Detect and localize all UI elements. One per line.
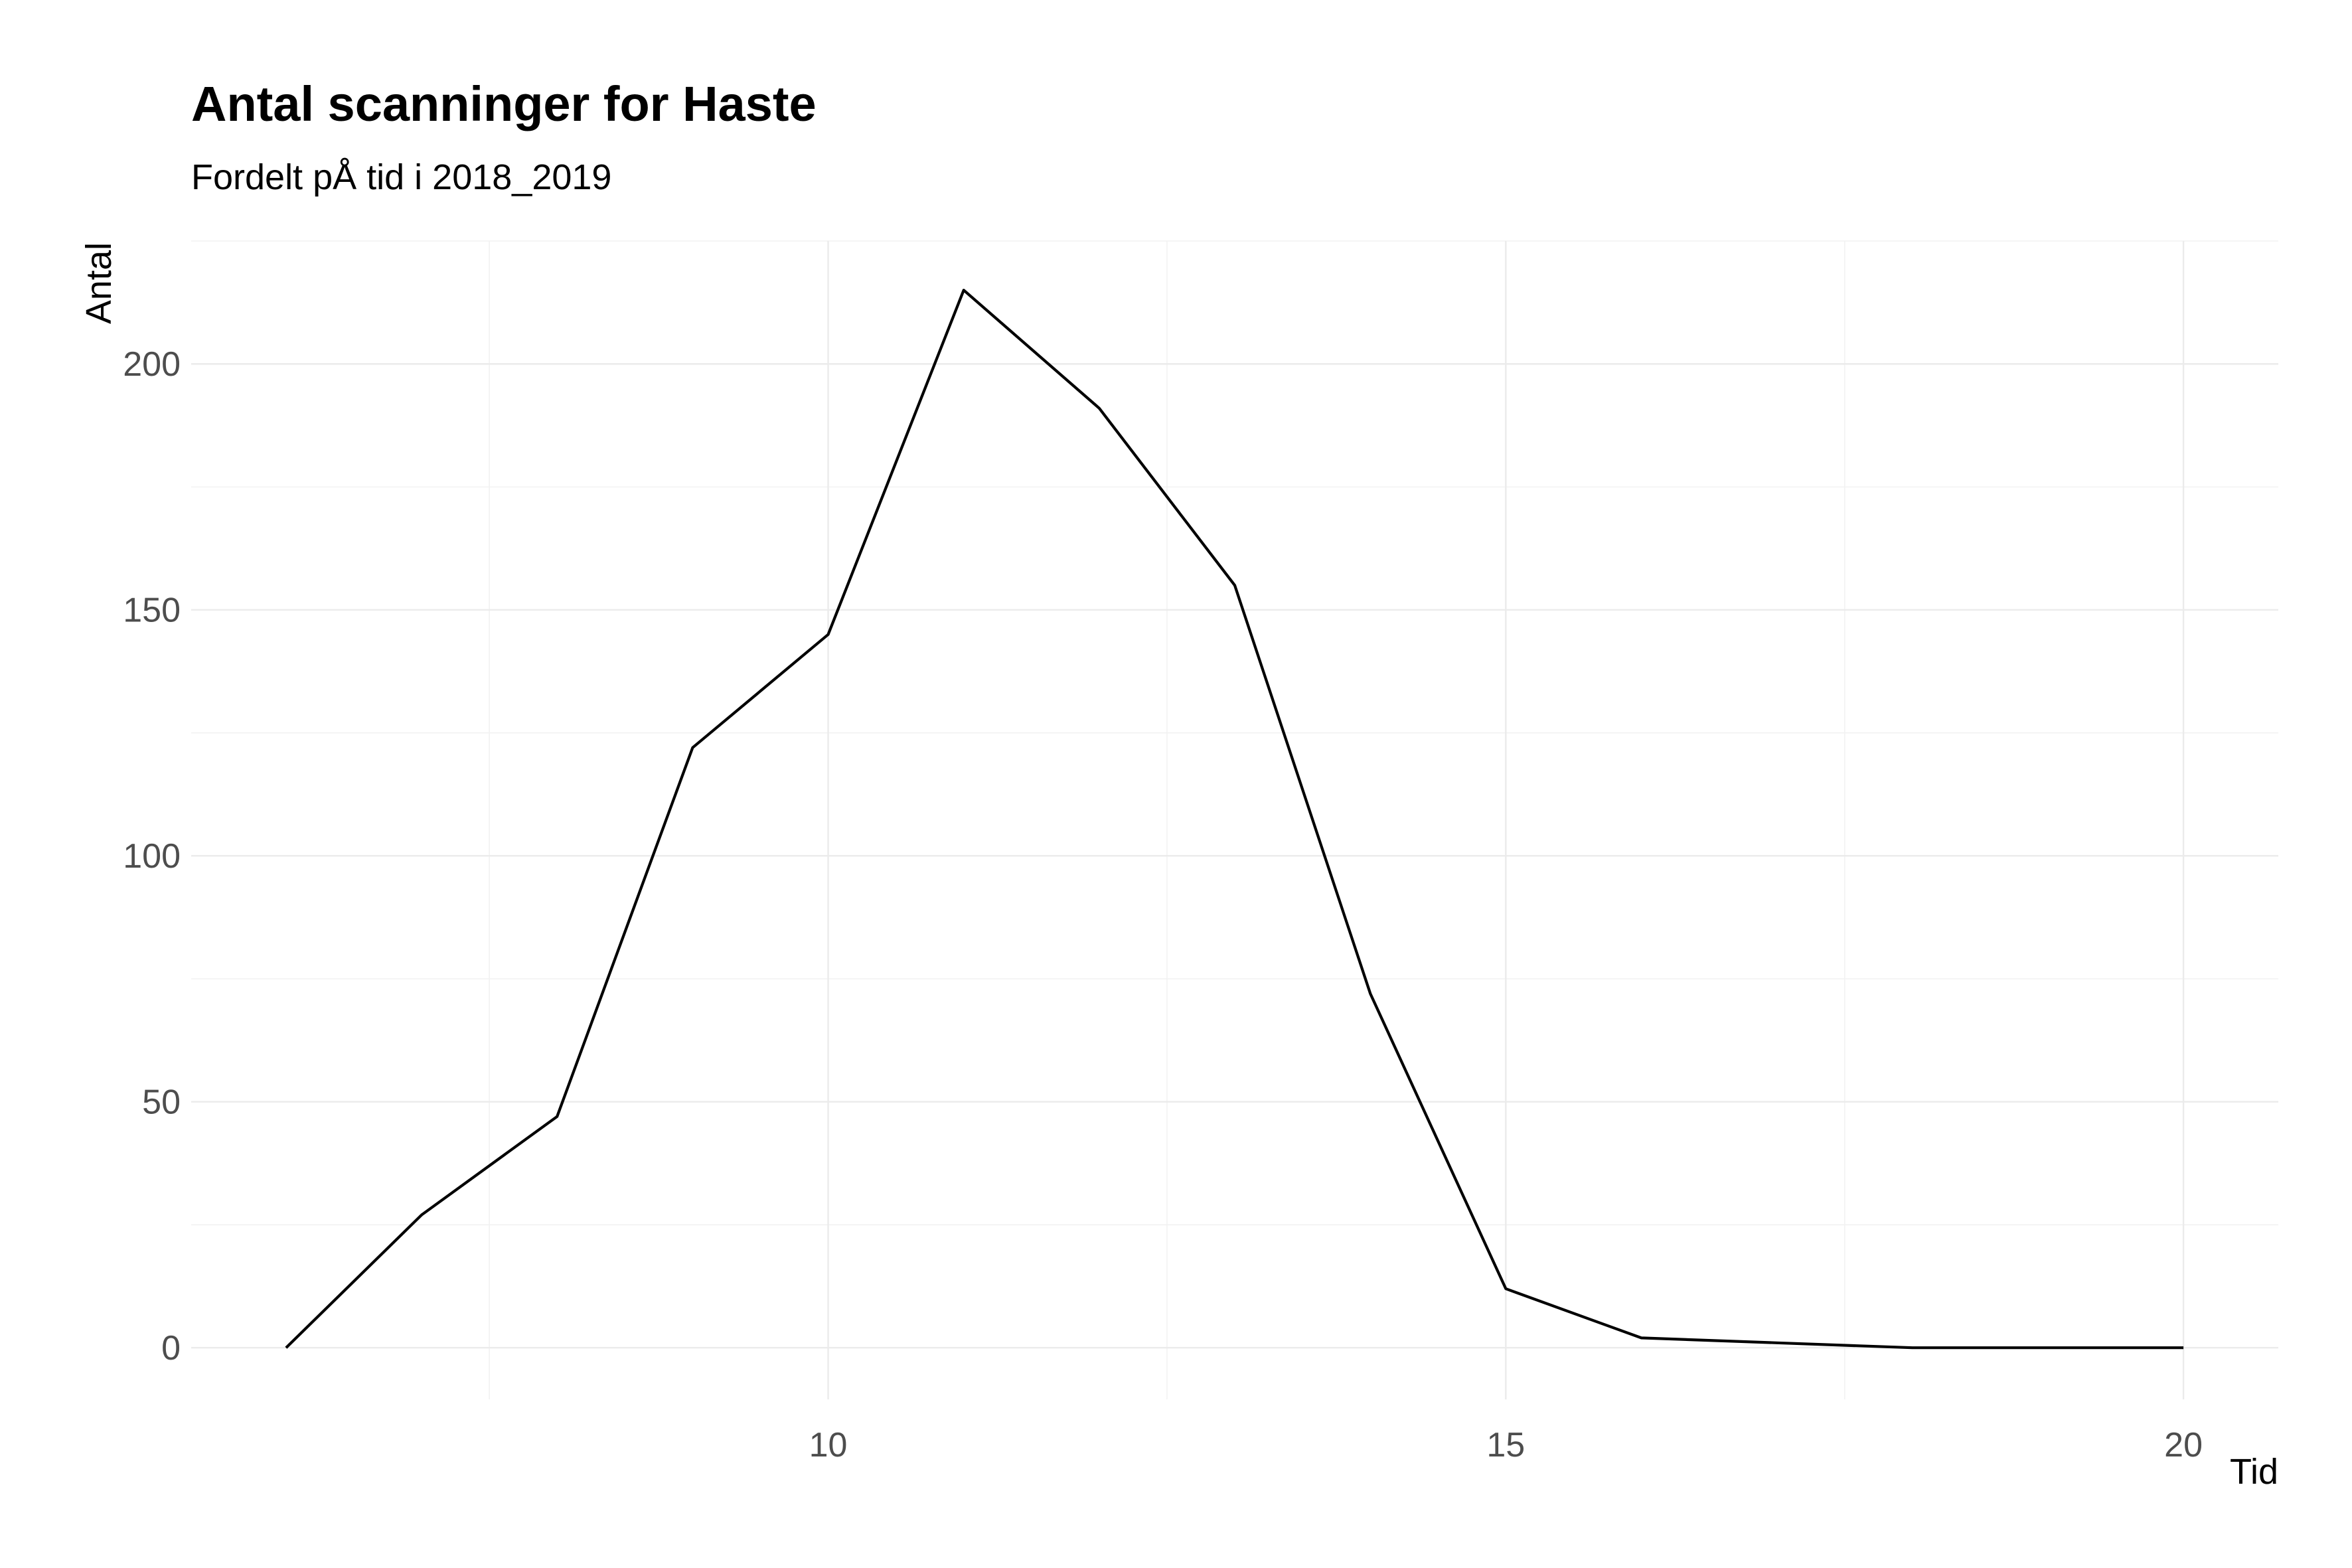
y-tick-label: 50: [142, 1083, 181, 1122]
x-tick-label: 15: [1486, 1426, 1525, 1464]
series-layer: [285, 289, 2184, 1350]
y-tick-label: 150: [123, 591, 181, 630]
x-axis-tick-labels: 10 15 20: [809, 1426, 2203, 1464]
x-tick-label: 20: [2164, 1426, 2203, 1464]
y-axis-tick-labels: 0 50 100 150 200: [123, 345, 181, 1368]
y-tick-label: 100: [123, 837, 181, 876]
minor-gridlines: [191, 240, 2278, 1399]
major-gridlines: [191, 241, 2278, 1399]
y-tick-label: 200: [123, 345, 181, 384]
y-tick-label: 0: [161, 1329, 181, 1368]
chart-subtitle: Fordelt pÅ tid i 2018_2019: [191, 157, 611, 197]
x-axis-title: Tid: [2230, 1452, 2278, 1492]
chart-title: Antal scanninger for Haste: [191, 76, 817, 131]
series-line: [285, 289, 2184, 1350]
y-axis-title: Antal: [79, 242, 119, 324]
x-tick-label: 10: [809, 1426, 848, 1464]
